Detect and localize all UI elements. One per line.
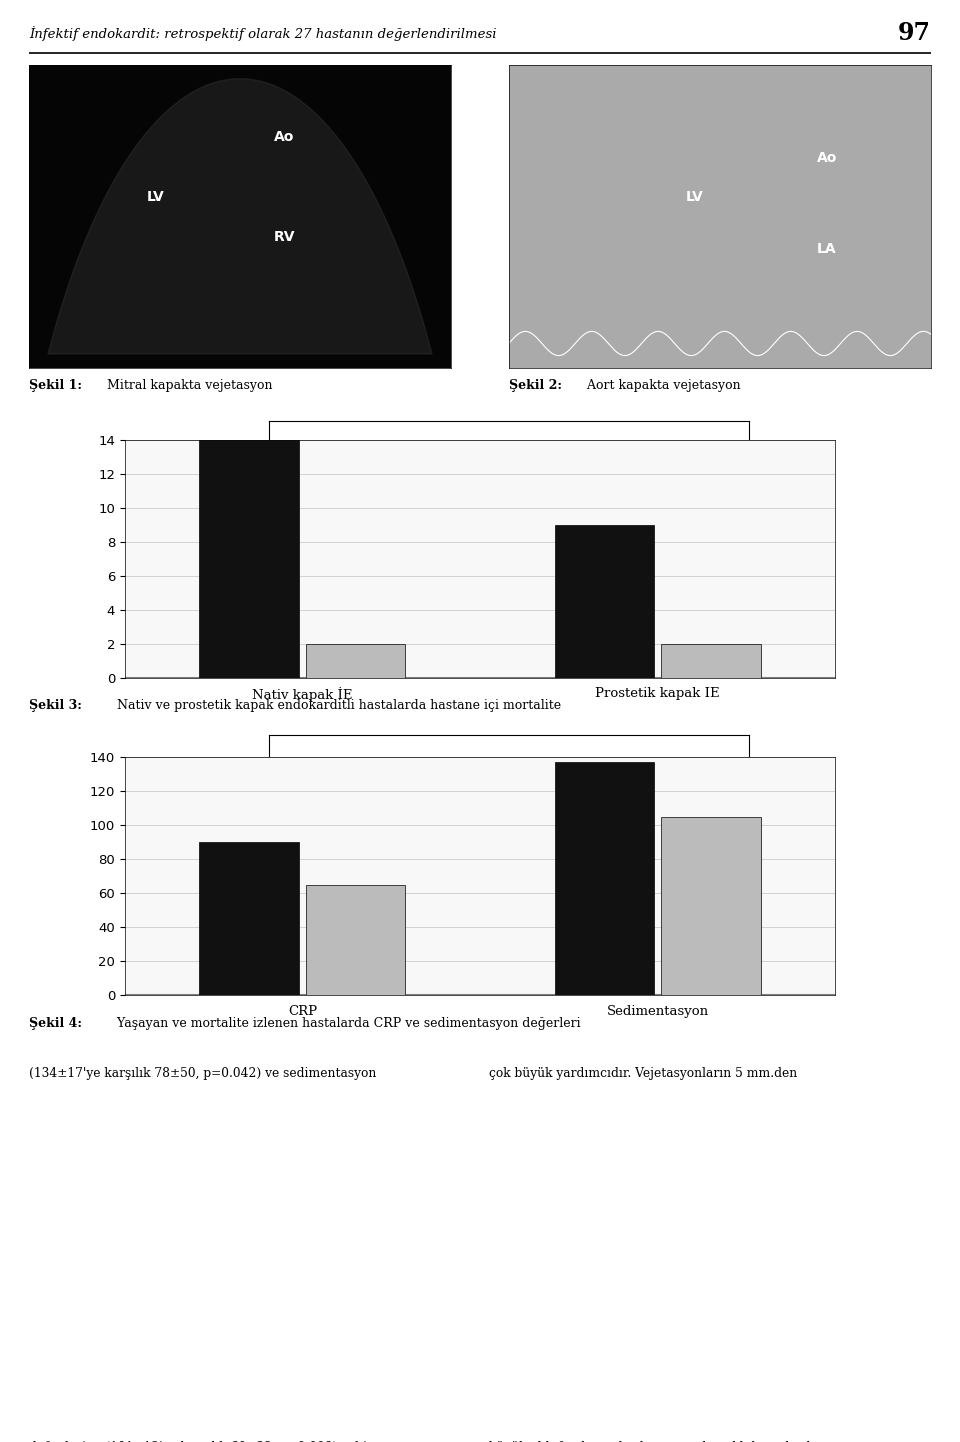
Text: İnfektif endokardit: retrospektif olarak 27 hastanın değerlendirilmesi: İnfektif endokardit: retrospektif olarak… xyxy=(29,26,496,40)
Text: RV: RV xyxy=(274,229,296,244)
Bar xyxy=(200,440,299,678)
Text: çok büyük yardımcıdır. Vejetasyonların 5 mm.den: çok büyük yardımcıdır. Vejetasyonların 5… xyxy=(489,1067,797,1080)
Text: Şekil 2:: Şekil 2: xyxy=(509,378,562,392)
Text: Aort kapakta vejetasyon: Aort kapakta vejetasyon xyxy=(583,378,740,392)
Text: Yaşayan ve mortalite izlenen hastalarda CRP ve sedimentasyon değerleri: Yaşayan ve mortalite izlenen hastalarda … xyxy=(112,1017,581,1030)
Text: 97: 97 xyxy=(899,22,931,45)
Legend: Yaşayan, Mortalite: Yaşayan, Mortalite xyxy=(405,758,612,782)
Text: LV: LV xyxy=(686,190,704,205)
Bar xyxy=(306,643,405,678)
Text: Mitral kapakta vejetasyon: Mitral kapakta vejetasyon xyxy=(103,378,273,392)
Bar xyxy=(200,842,299,995)
Bar xyxy=(306,884,405,995)
Polygon shape xyxy=(48,79,432,353)
Text: LV: LV xyxy=(147,190,165,205)
Bar xyxy=(555,763,654,995)
Text: LA: LA xyxy=(817,242,837,255)
Legend: Yaşayan, Mortalite: Yaşayan, Mortalite xyxy=(405,444,612,467)
Text: Şekil 4:: Şekil 4: xyxy=(29,1017,82,1030)
Text: Şekil 1:: Şekil 1: xyxy=(29,378,82,392)
Text: Ao: Ao xyxy=(817,151,837,164)
Bar xyxy=(555,525,654,678)
Text: Ao: Ao xyxy=(274,130,294,144)
Bar xyxy=(661,643,760,678)
Text: Nativ ve prostetik kapak endokarditli hastalarda hastane içi mortalite: Nativ ve prostetik kapak endokarditli ha… xyxy=(112,699,561,712)
Text: (134±17'ye karşılık 78±50, p=0.042) ve sedimentasyon: (134±17'ye karşılık 78±50, p=0.042) ve s… xyxy=(29,1067,376,1080)
Bar xyxy=(661,816,760,995)
Text: Şekil 3:: Şekil 3: xyxy=(29,699,82,712)
